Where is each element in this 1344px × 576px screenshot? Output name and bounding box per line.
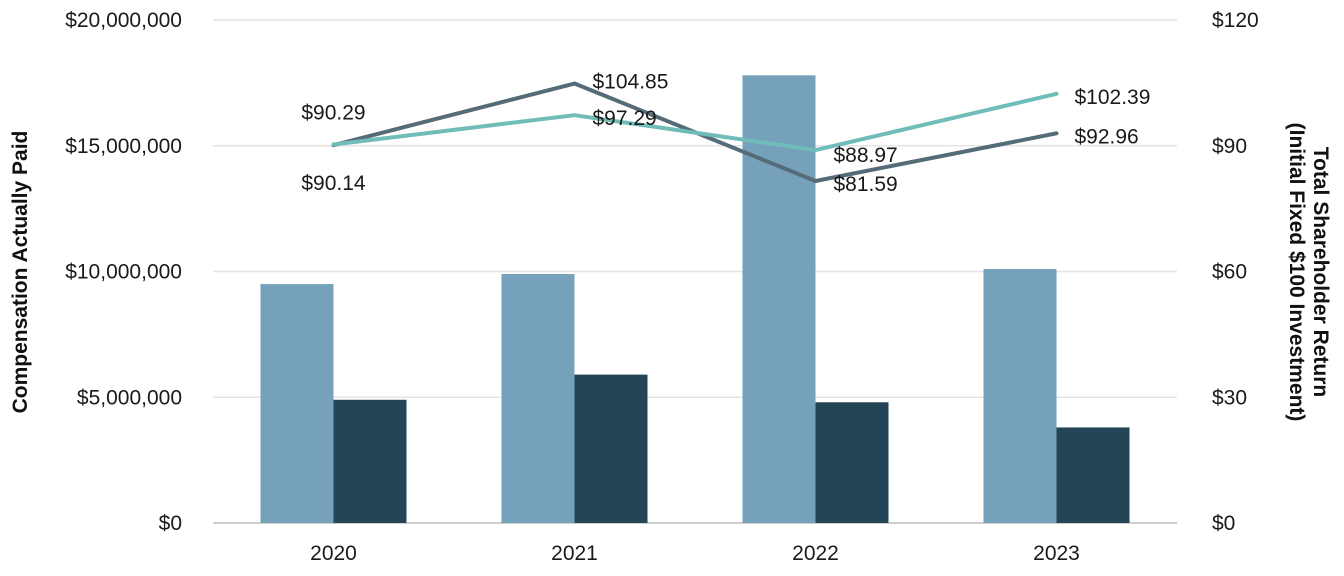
right-axis-title-line1: Total Shareholder Return xyxy=(1309,147,1332,397)
left-axis-tick-label: $15,000,000 xyxy=(65,135,182,158)
bar xyxy=(574,374,648,523)
left-axis-tick-label: $20,000,000 xyxy=(65,9,182,32)
data-label: $102.39 xyxy=(1075,86,1151,109)
data-label: $104.85 xyxy=(593,71,669,94)
left-axis-title: Compensation Actually Paid xyxy=(9,131,32,414)
bar xyxy=(1056,427,1130,523)
left-axis-tick-label: $5,000,000 xyxy=(77,386,182,409)
data-label: $97.29 xyxy=(593,107,657,130)
x-axis-tick-label: 2020 xyxy=(310,542,357,565)
x-axis-tick-label: 2023 xyxy=(1033,542,1080,565)
data-label: $81.59 xyxy=(834,173,898,196)
right-axis-tick-label: $90 xyxy=(1212,135,1247,158)
data-label: $90.14 xyxy=(301,172,366,195)
right-axis-tick-label: $120 xyxy=(1212,9,1259,32)
left-axis-tick-label: $0 xyxy=(159,512,182,535)
bar xyxy=(983,268,1057,523)
bar xyxy=(501,274,575,523)
right-axis-tick-label: $0 xyxy=(1212,512,1235,535)
right-axis-tick-label: $30 xyxy=(1212,386,1247,409)
right-axis-title-line2: (Initial Fixed $100 Investment) xyxy=(1285,123,1308,422)
x-axis-tick-label: 2021 xyxy=(551,542,598,565)
left-axis-tick-label: $10,000,000 xyxy=(65,261,182,284)
x-axis-tick-label: 2022 xyxy=(792,542,839,565)
bar xyxy=(333,399,407,523)
bar xyxy=(260,284,334,523)
bar xyxy=(815,402,889,523)
right-axis-tick-label: $60 xyxy=(1212,261,1247,284)
data-label: $90.29 xyxy=(301,102,365,125)
data-label: $88.97 xyxy=(834,144,898,167)
data-label: $92.96 xyxy=(1075,125,1139,148)
series-line xyxy=(331,91,1059,153)
